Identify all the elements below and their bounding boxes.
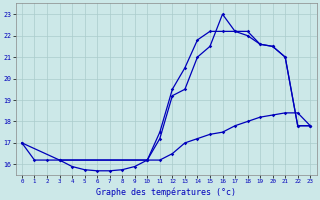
X-axis label: Graphe des températures (°c): Graphe des températures (°c) bbox=[96, 187, 236, 197]
